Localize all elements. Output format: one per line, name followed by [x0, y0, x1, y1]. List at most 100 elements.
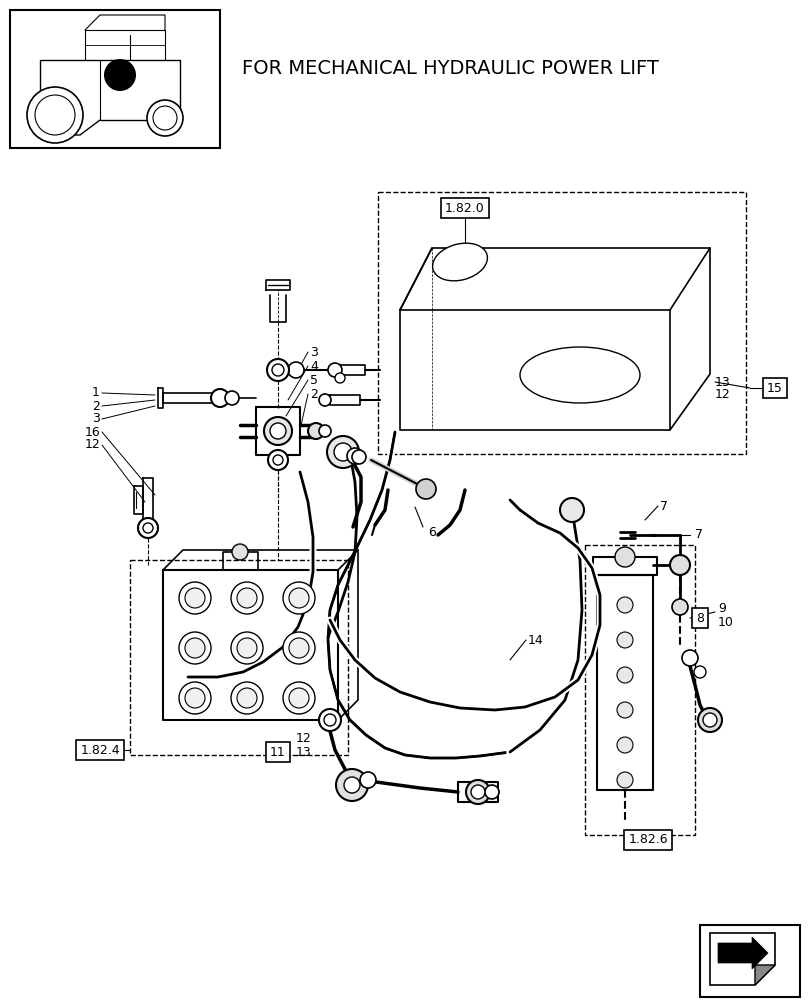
- Bar: [378, 192, 745, 454]
- Circle shape: [27, 87, 83, 143]
- Circle shape: [264, 417, 292, 445]
- Text: 5: 5: [310, 373, 318, 386]
- Circle shape: [415, 479, 436, 499]
- Text: FOR MECHANICAL HYDRAULIC POWER LIFT: FOR MECHANICAL HYDRAULIC POWER LIFT: [241, 59, 658, 78]
- Circle shape: [230, 582, 263, 614]
- Circle shape: [283, 632, 315, 664]
- Circle shape: [268, 450, 288, 470]
- Circle shape: [616, 702, 633, 718]
- Circle shape: [335, 373, 345, 383]
- Circle shape: [560, 498, 583, 522]
- Text: 12: 12: [296, 732, 311, 744]
- Text: 11: 11: [270, 746, 285, 758]
- Circle shape: [319, 425, 331, 437]
- Circle shape: [272, 364, 284, 376]
- Circle shape: [288, 362, 303, 378]
- Text: 4: 4: [310, 360, 317, 372]
- Circle shape: [289, 688, 309, 708]
- Circle shape: [138, 518, 158, 538]
- Circle shape: [616, 667, 633, 683]
- Circle shape: [319, 394, 331, 406]
- Circle shape: [328, 363, 341, 377]
- Circle shape: [289, 588, 309, 608]
- Circle shape: [178, 582, 211, 614]
- Circle shape: [672, 599, 687, 615]
- Text: 1.82.4: 1.82.4: [80, 744, 120, 756]
- Circle shape: [225, 391, 238, 405]
- Text: 10: 10: [717, 615, 733, 629]
- Circle shape: [185, 688, 204, 708]
- Circle shape: [351, 450, 366, 464]
- Circle shape: [697, 708, 721, 732]
- Text: 1.82.0: 1.82.0: [444, 202, 484, 215]
- Circle shape: [289, 638, 309, 658]
- Text: 6: 6: [427, 526, 436, 538]
- Text: 2: 2: [310, 387, 317, 400]
- Bar: [10, 10, 220, 148]
- Text: 14: 14: [527, 634, 543, 647]
- Circle shape: [681, 650, 697, 666]
- Circle shape: [143, 523, 152, 533]
- Circle shape: [344, 777, 359, 793]
- Circle shape: [152, 106, 177, 130]
- Circle shape: [614, 547, 634, 567]
- Circle shape: [616, 737, 633, 753]
- Circle shape: [346, 448, 363, 464]
- Circle shape: [147, 100, 182, 136]
- Circle shape: [237, 638, 257, 658]
- Circle shape: [616, 772, 633, 788]
- Circle shape: [307, 423, 324, 439]
- Circle shape: [267, 359, 289, 381]
- Polygon shape: [709, 933, 774, 985]
- Circle shape: [336, 769, 367, 801]
- Circle shape: [669, 555, 689, 575]
- Circle shape: [283, 682, 315, 714]
- Text: 9: 9: [717, 601, 725, 614]
- Text: 8: 8: [695, 611, 703, 624]
- Circle shape: [283, 582, 315, 614]
- Text: 13: 13: [714, 375, 730, 388]
- Circle shape: [237, 588, 257, 608]
- Circle shape: [616, 632, 633, 648]
- Circle shape: [185, 588, 204, 608]
- Circle shape: [693, 666, 705, 678]
- Text: 16: 16: [84, 426, 100, 438]
- Circle shape: [466, 780, 489, 804]
- Text: 15: 15: [766, 381, 782, 394]
- Circle shape: [272, 455, 283, 465]
- Circle shape: [104, 59, 135, 91]
- Bar: [130, 560, 348, 755]
- Polygon shape: [754, 965, 774, 985]
- Circle shape: [359, 772, 375, 788]
- Text: 3: 3: [310, 346, 317, 359]
- Text: 13: 13: [296, 746, 311, 758]
- Circle shape: [230, 632, 263, 664]
- Circle shape: [35, 95, 75, 135]
- Circle shape: [178, 632, 211, 664]
- Text: 7: 7: [694, 528, 702, 542]
- Text: 12: 12: [84, 438, 100, 452]
- Bar: [584, 545, 694, 835]
- Circle shape: [237, 688, 257, 708]
- Circle shape: [324, 714, 336, 726]
- Text: 2: 2: [92, 399, 100, 412]
- Circle shape: [185, 638, 204, 658]
- Circle shape: [211, 389, 229, 407]
- Text: 1: 1: [92, 386, 100, 399]
- Circle shape: [327, 436, 358, 468]
- Text: 1.82.6: 1.82.6: [628, 833, 667, 846]
- Text: 7: 7: [659, 499, 667, 512]
- Circle shape: [232, 544, 247, 560]
- Polygon shape: [717, 937, 767, 969]
- Ellipse shape: [519, 347, 639, 403]
- Text: 3: 3: [92, 412, 100, 426]
- Circle shape: [616, 597, 633, 613]
- Circle shape: [484, 785, 499, 799]
- Circle shape: [333, 443, 351, 461]
- Bar: [699, 925, 799, 997]
- Circle shape: [230, 682, 263, 714]
- Circle shape: [178, 682, 211, 714]
- Circle shape: [702, 713, 716, 727]
- Text: 12: 12: [714, 388, 730, 401]
- Ellipse shape: [432, 243, 487, 281]
